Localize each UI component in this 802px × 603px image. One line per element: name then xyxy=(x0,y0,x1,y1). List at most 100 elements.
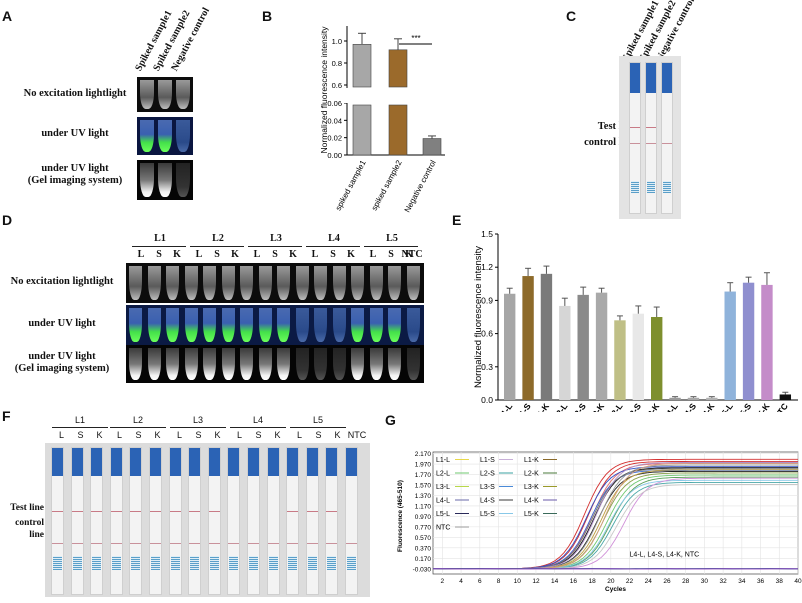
test-strip xyxy=(227,447,241,595)
panel-label-e: E xyxy=(452,212,462,228)
panel-f-sub-label: K xyxy=(334,430,341,440)
strip-control-line xyxy=(110,543,122,544)
chart-g-xlabel: Cycles xyxy=(605,586,626,593)
strip-test-line xyxy=(646,127,656,128)
tube xyxy=(240,308,253,342)
tube xyxy=(406,266,420,300)
strip-cap xyxy=(662,63,672,93)
test-strip xyxy=(645,62,657,214)
chart-g-legend-label: L5-K xyxy=(524,511,539,518)
chart-e-category-label: L3-L xyxy=(606,401,624,412)
chart-g-tick-label: 30 xyxy=(701,578,709,585)
chart-e-category-label: L3-K xyxy=(642,401,662,412)
test-strip xyxy=(168,447,182,595)
panel-d-sub-label: K xyxy=(173,249,181,260)
strip-sample-pad xyxy=(209,556,219,570)
strip-cap xyxy=(130,448,142,476)
chart-g-tick-label: 1.970 xyxy=(415,462,432,469)
chart-g-tick-label: 8 xyxy=(497,578,501,585)
panel-f-group-label: L5 xyxy=(312,415,323,425)
tube xyxy=(140,163,154,197)
strip-sample-pad xyxy=(170,556,180,570)
strip-control-line xyxy=(662,143,672,144)
panel-d-ntc-label: NTC xyxy=(401,249,423,260)
tube xyxy=(258,266,272,300)
tube xyxy=(140,120,154,152)
panel-d-group-label: L2 xyxy=(212,233,224,244)
panel-f-sub-label: K xyxy=(154,430,161,440)
panel-d-row-label: under UV light xyxy=(28,318,96,329)
panel-d-row-label: under UV light (Gel imaging system) xyxy=(14,351,110,374)
chart-e-category-label: L4-L xyxy=(661,401,679,412)
chart-g-tick-label: 28 xyxy=(682,578,690,585)
strip-cap xyxy=(208,448,220,476)
chart-e-tick-label: 0.6 xyxy=(481,329,493,339)
strip-test-line xyxy=(169,511,181,512)
strip-control-line xyxy=(91,543,103,544)
tube xyxy=(295,348,309,380)
strip-sample-pad xyxy=(268,556,278,570)
strip-sample-pad xyxy=(92,556,102,570)
strip-test-line xyxy=(287,511,299,512)
panel-f-sub-label: S xyxy=(195,430,202,440)
chart-b-ylabel: Normalized fluorescence intensity xyxy=(319,26,329,154)
chart-g-tick-label: 20 xyxy=(607,578,615,585)
chart-g-tick-label: 0.970 xyxy=(415,514,432,521)
chart-e-category-label: L1-L xyxy=(496,401,514,412)
strip-test-line xyxy=(208,511,220,512)
panel-f-sub-label: L xyxy=(116,430,122,440)
strip-sample-pad xyxy=(229,556,239,570)
strip-cap xyxy=(110,448,122,476)
panel-d-group-underline xyxy=(248,246,302,247)
chart-e-bar xyxy=(779,394,792,400)
strip-test-line xyxy=(630,127,640,128)
chart-b-bar-lower xyxy=(388,104,408,156)
chart-g-tick-label: 0.370 xyxy=(415,545,432,552)
test-strip xyxy=(247,447,260,595)
panel-a-row-label: No excitation lightlight xyxy=(23,88,127,99)
chart-e-tick-label: 1.2 xyxy=(481,262,493,272)
chart-g-legend-label: L3-L xyxy=(436,484,450,491)
tube xyxy=(258,308,272,342)
panel-d-group-label: L4 xyxy=(328,233,340,244)
tube xyxy=(314,348,327,380)
tube xyxy=(176,163,190,197)
tube xyxy=(406,308,420,342)
chart-b-tick-label: 1.0 xyxy=(332,37,342,46)
strip-sample-pad xyxy=(663,181,671,193)
chart-g-legend-label: L2-K xyxy=(524,471,539,478)
panel-d-sub-label: S xyxy=(330,249,336,260)
chart-g-tick-label: 18 xyxy=(588,578,596,585)
strip-sample-pad xyxy=(53,556,62,570)
tube xyxy=(221,266,235,300)
chart-e-category-label: L5-L xyxy=(716,401,734,412)
chart-e-bar xyxy=(504,293,516,400)
tube xyxy=(140,80,154,109)
panel-f-group-label: L3 xyxy=(192,415,203,425)
strip-control-line xyxy=(287,543,299,544)
strip-test-line xyxy=(150,511,161,512)
chart-e-bar xyxy=(669,397,681,400)
test-strip xyxy=(286,447,300,595)
chart-e-category-label: L4-K xyxy=(697,401,717,412)
chart-b-tick-label: 0.06 xyxy=(327,99,342,108)
tube xyxy=(369,266,383,300)
chart-e-bar xyxy=(522,276,534,400)
tube xyxy=(158,120,172,152)
panel-c-test-line-label: Test line xyxy=(597,121,635,132)
test-strip xyxy=(345,447,358,595)
panel-d-group-underline xyxy=(306,246,360,247)
panel-a-tube-photo-gel xyxy=(137,160,193,200)
tube xyxy=(295,308,309,342)
tube xyxy=(203,266,216,300)
tube xyxy=(332,348,346,380)
strip-test-line xyxy=(189,511,201,512)
panel-f-sub-label: L xyxy=(236,430,242,440)
panel-a-row-label: under UV light (Gel imaging system) xyxy=(27,163,123,186)
chart-e-bar xyxy=(687,397,700,400)
chart-e-bar xyxy=(742,282,755,400)
strip-test-line xyxy=(91,511,103,512)
strip-test-line xyxy=(306,511,318,512)
test-strip xyxy=(629,62,641,214)
panel-f-sub-label: L xyxy=(58,430,64,440)
